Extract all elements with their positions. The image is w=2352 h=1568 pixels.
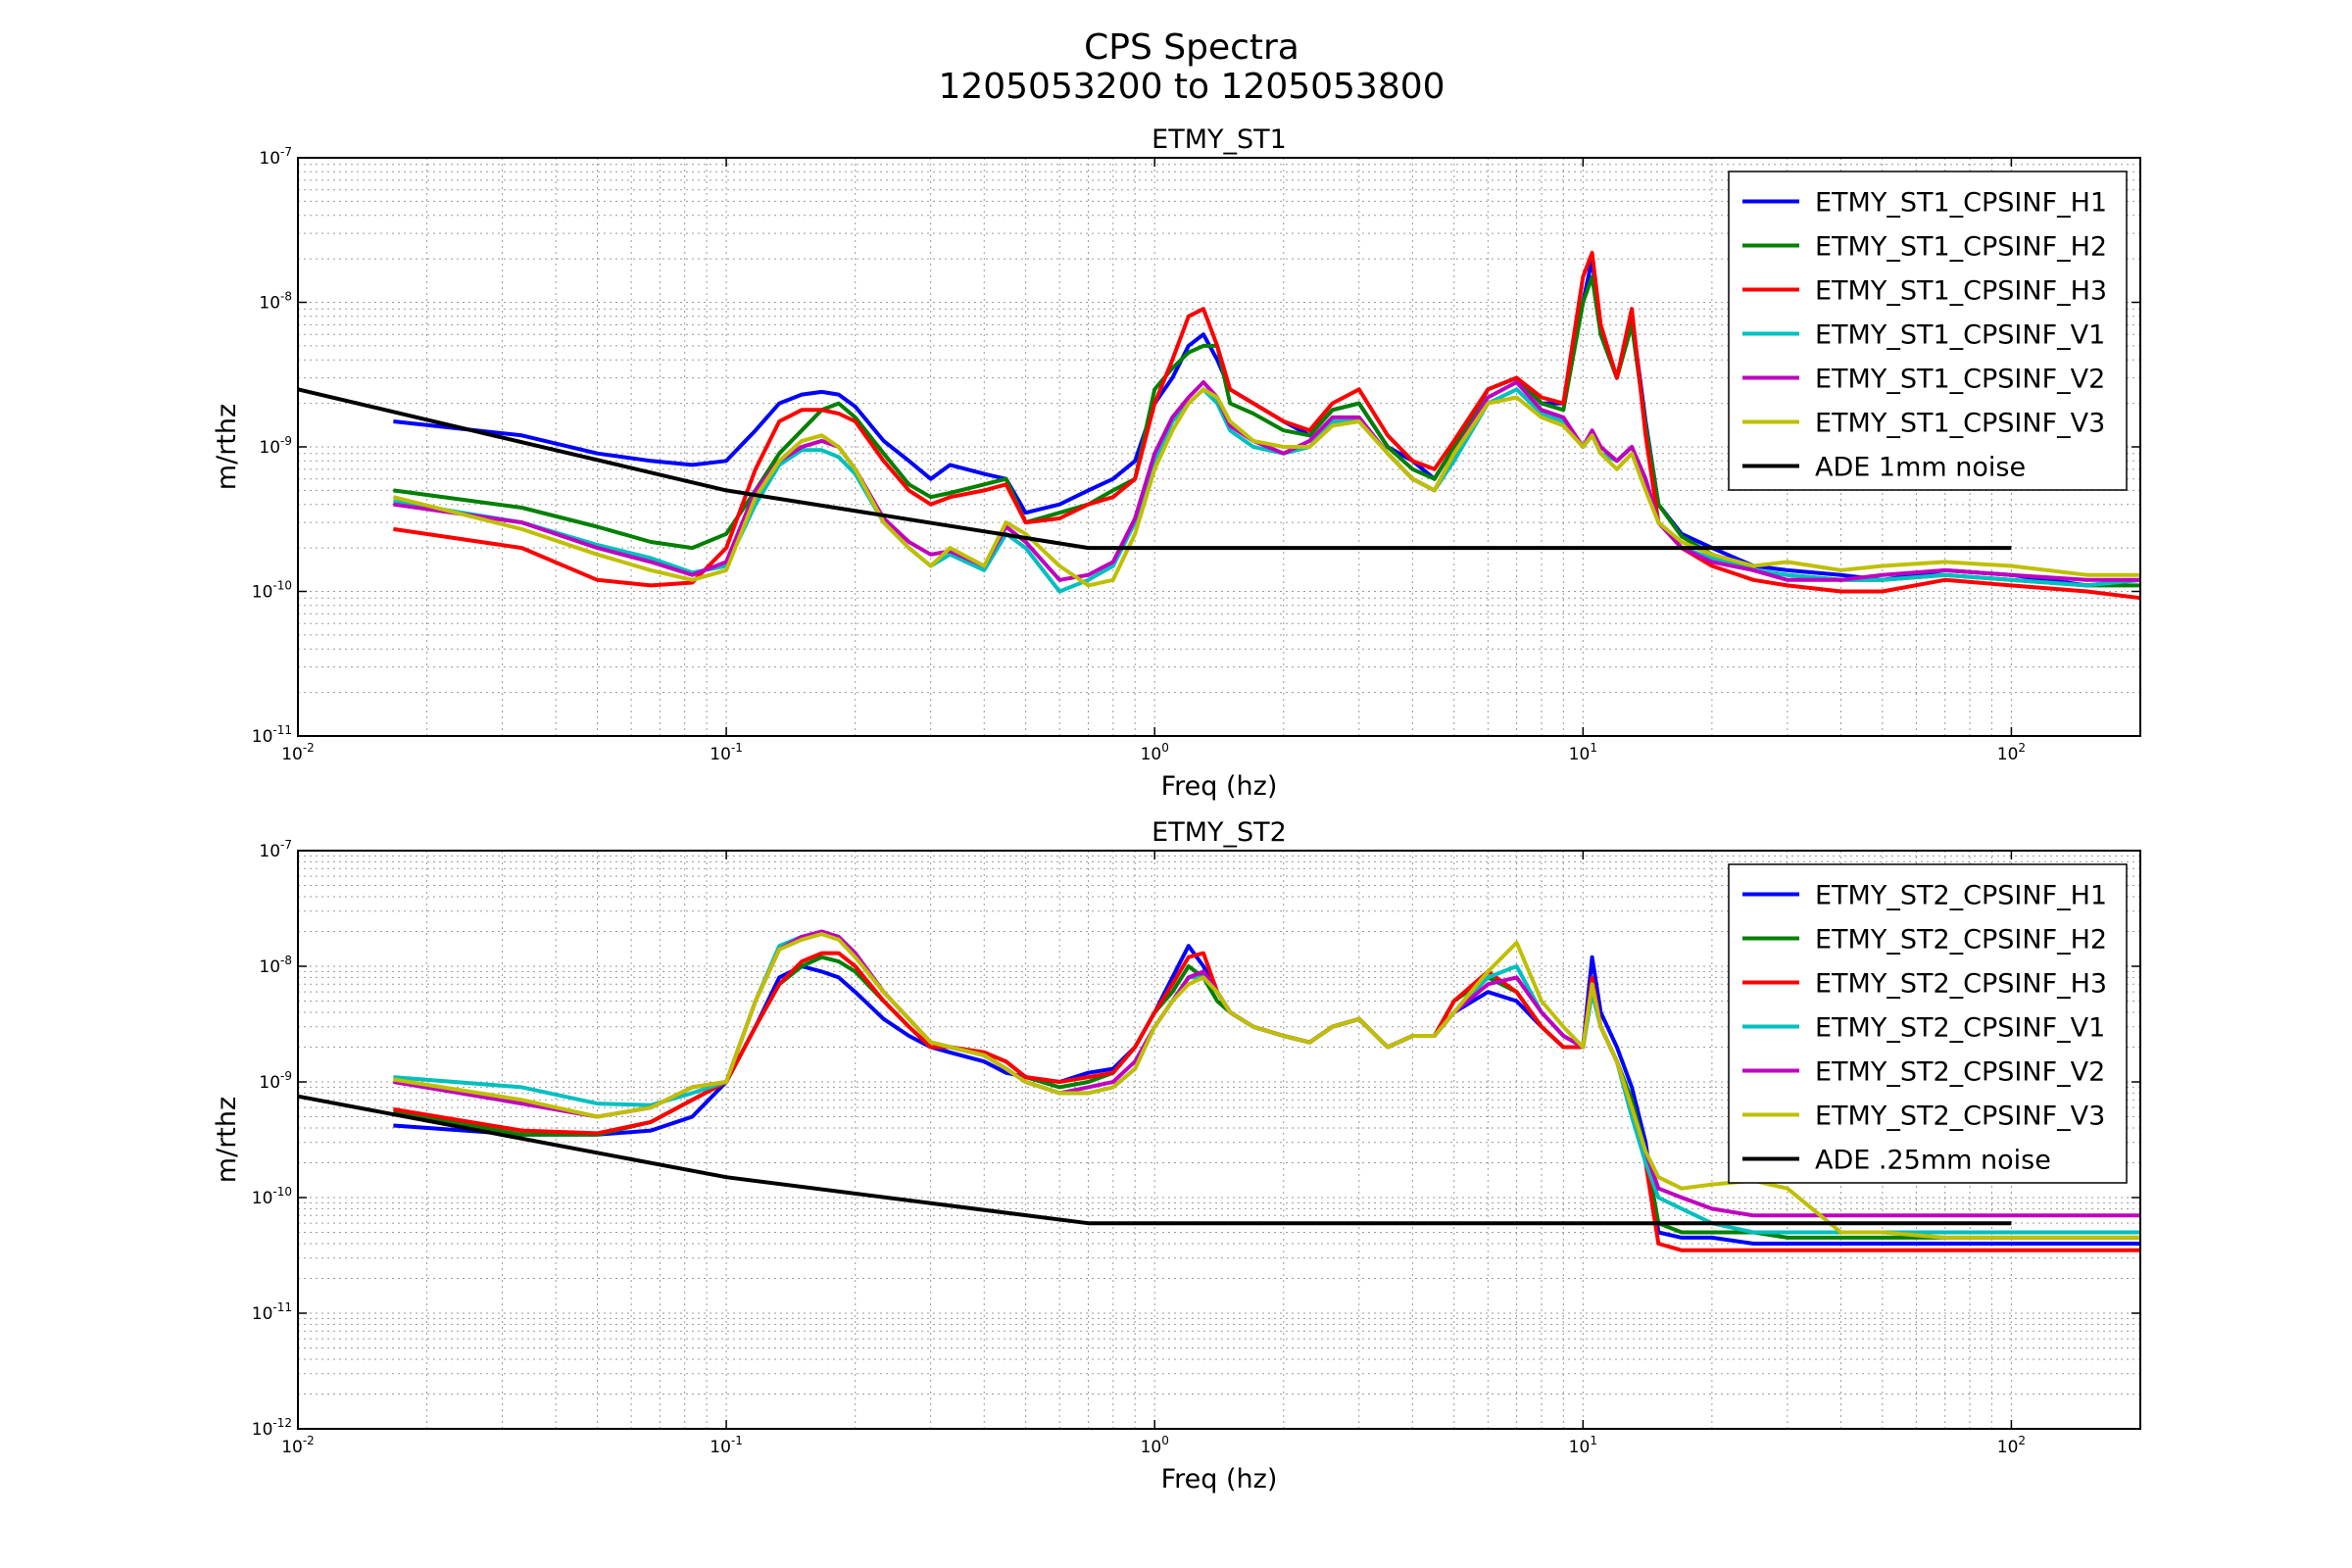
chart-title: ETMY_ST1 xyxy=(1152,124,1287,155)
series-line xyxy=(297,1094,2012,1226)
chart-etmy-st1: 10-2 10-1 100 101 102 10-11 10-10 10-9 10-8 10-7 E… xyxy=(212,124,2141,802)
legend-label: ETMY_ST2_CPSINF_V3 xyxy=(1815,1102,2105,1132)
x-tick-label: 10-2 xyxy=(281,741,315,764)
legend-label: ADE 1mm noise xyxy=(1815,453,2026,483)
x-tick-label: 100 xyxy=(1141,741,1169,764)
x-tick-label: 102 xyxy=(1997,1434,2026,1457)
legend: ETMY_ST1_CPSINF_H1 ETMY_ST1_CPSINF_H2 ETMY… xyxy=(1728,171,2128,491)
x-tick-label: 101 xyxy=(1569,1434,1597,1457)
legend: ETMY_ST2_CPSINF_H1 ETMY_ST2_CPSINF_H2 ETMY… xyxy=(1728,863,2128,1184)
series-line xyxy=(393,274,2140,588)
y-tick-label: 10-9 xyxy=(259,1069,292,1093)
y-tick-label: 10-9 xyxy=(259,434,292,458)
legend-label: ETMY_ST2_CPSINF_V1 xyxy=(1815,1013,2105,1044)
series-lines xyxy=(297,929,2140,1252)
y-tick-label: 10-8 xyxy=(259,290,292,314)
chart-etmy-st2: 10-2 10-1 100 101 102 10-12 10-11 10-10 10-9 10-8… xyxy=(212,817,2141,1494)
legend-label: ETMY_ST1_CPSINF_H1 xyxy=(1815,188,2107,219)
legend-label: ETMY_ST1_CPSINF_V1 xyxy=(1815,320,2105,351)
y-tick-label: 10-10 xyxy=(252,579,292,603)
legend-label: ETMY_ST2_CPSINF_H2 xyxy=(1815,925,2107,956)
y-tick-label: 10-11 xyxy=(252,1300,292,1324)
axes-frame xyxy=(297,157,2141,737)
x-tick-label: 100 xyxy=(1141,1434,1169,1457)
axes-frame xyxy=(297,850,2141,1430)
y-tick-label: 10-7 xyxy=(259,145,292,169)
y-tick-label: 10-7 xyxy=(259,838,292,861)
y-tick-label: 10-8 xyxy=(259,954,292,977)
series-line xyxy=(393,932,2140,1240)
chart-title: ETMY_ST2 xyxy=(1152,817,1287,848)
x-axis-label: Freq (hz) xyxy=(1161,771,1278,802)
y-tick-label: 10-10 xyxy=(252,1185,292,1208)
legend-box xyxy=(1728,863,2128,1184)
x-axis-label: Freq (hz) xyxy=(1161,1464,1278,1494)
y-tick-label: 10-12 xyxy=(252,1416,292,1440)
series-line xyxy=(392,387,2140,588)
legend-box xyxy=(1728,171,2128,491)
figure-title-line1: CPS Spectra xyxy=(1084,27,1299,68)
x-tick-label: 10-1 xyxy=(710,1434,743,1457)
legend-label: ETMY_ST2_CPSINF_V2 xyxy=(1815,1057,2105,1088)
figure-title-line2: 1205053200 to 1205053800 xyxy=(938,67,1445,107)
series-line xyxy=(297,387,2012,551)
y-tick-label: 10-11 xyxy=(252,723,292,747)
legend-label: ETMY_ST1_CPSINF_V2 xyxy=(1815,365,2105,395)
x-tick-label: 101 xyxy=(1569,741,1597,764)
series-lines xyxy=(297,251,2141,601)
legend-label: ETMY_ST1_CPSINF_V3 xyxy=(1815,409,2105,439)
y-axis-label: m/rthz xyxy=(212,404,242,490)
legend-label: ETMY_ST2_CPSINF_H3 xyxy=(1815,969,2107,1000)
legend-label: ETMY_ST1_CPSINF_H3 xyxy=(1815,276,2107,307)
legend-label: ETMY_ST2_CPSINF_H1 xyxy=(1815,881,2107,911)
ticks: 10-2 10-1 100 101 102 10-11 10-10 10-9 10-8 10-7 xyxy=(252,145,2140,764)
x-tick-label: 102 xyxy=(1997,741,2026,764)
y-axis-label: m/rthz xyxy=(212,1097,242,1183)
x-tick-label: 10-1 xyxy=(710,741,743,764)
legend-label: ADE .25mm noise xyxy=(1815,1146,2051,1176)
x-tick-label: 10-2 xyxy=(281,1434,315,1457)
legend-label: ETMY_ST1_CPSINF_H2 xyxy=(1815,232,2107,263)
